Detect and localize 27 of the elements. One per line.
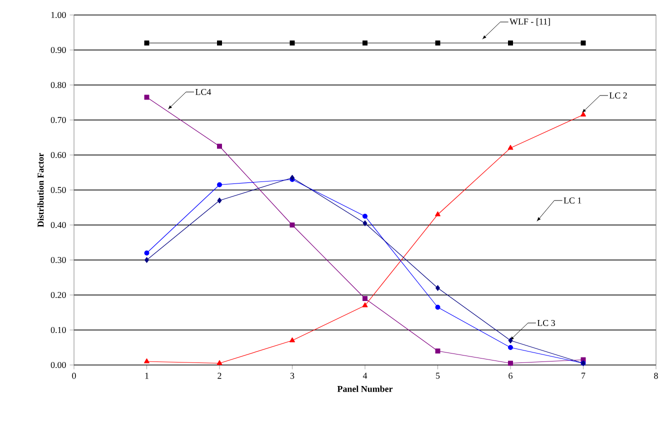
y-tick-label: 0.10: [50, 326, 66, 334]
y-tick-label: 0.40: [50, 222, 66, 228]
x-tick-label: 3: [290, 372, 294, 379]
x-tick-label: 7: [582, 372, 586, 379]
x-tick-label: 2: [218, 372, 222, 379]
annotation: LC 3: [537, 320, 556, 326]
y-tick-label: 0.00: [50, 362, 66, 368]
annotation: LC 1: [564, 197, 582, 204]
y-tick-label: 0.90: [50, 46, 66, 54]
x-tick-label: 6: [508, 372, 512, 379]
annotation: LC 2: [609, 92, 627, 99]
y-tick-label: 0.30: [50, 256, 66, 264]
y-tick-label: 0.80: [50, 82, 66, 88]
y-tick-label: 0.70: [50, 116, 66, 124]
annotation: LC4: [196, 88, 212, 96]
y-tick-label: 0.60: [50, 152, 66, 158]
x-tick-label: 1: [145, 372, 148, 379]
x-tick-label: 4: [362, 372, 368, 379]
annotation: WLF - [11]: [510, 18, 550, 26]
x-tick-label: 5: [436, 372, 440, 379]
x-tick-label: 8: [654, 372, 658, 379]
y-axis-title: Distribution Factor: [37, 152, 44, 228]
y-tick-label: 1.00: [51, 12, 66, 18]
y-tick-label: 0.20: [50, 292, 66, 298]
y-tick-label: 0.50: [50, 186, 66, 194]
x-axis-title: Panel Number: [337, 386, 393, 392]
x-tick-label: 0: [72, 372, 76, 379]
